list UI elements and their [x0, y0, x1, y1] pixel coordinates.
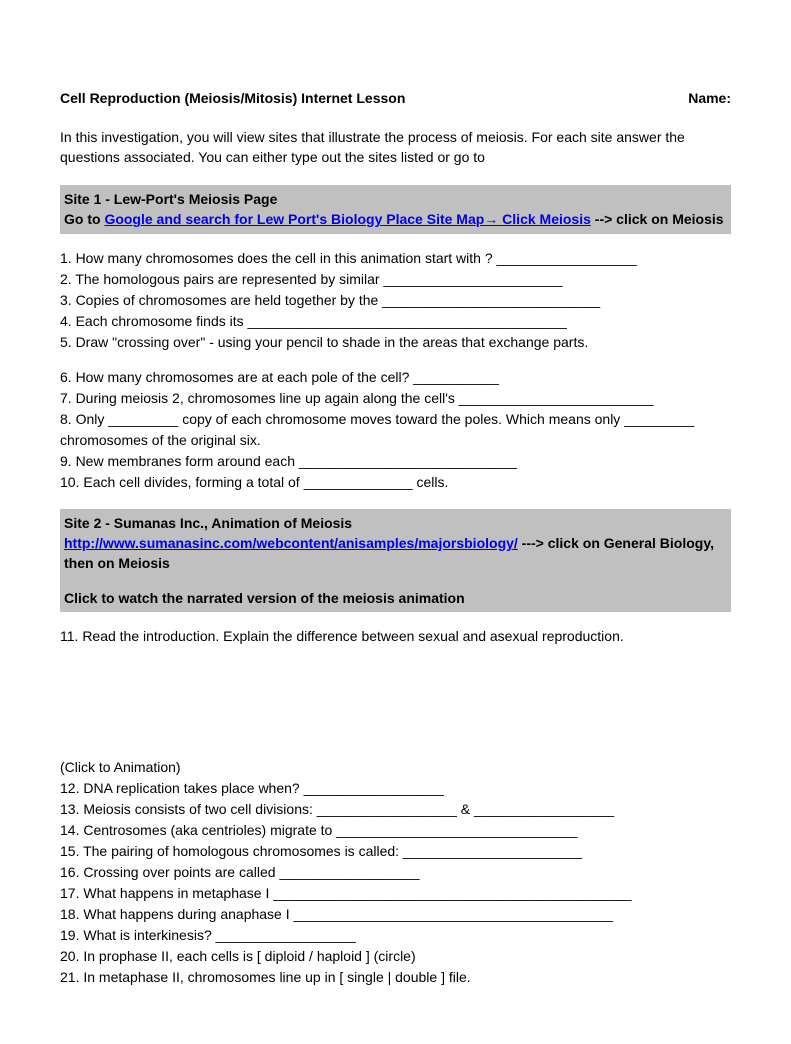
q3: 3. Copies of chromosomes are held togeth…	[60, 290, 731, 311]
site1-box: Site 1 - Lew-Port's Meiosis Page Go to G…	[60, 185, 731, 234]
site1-prefix: Go to	[64, 211, 104, 227]
site2-title: Site 2 - Sumanas Inc., Animation of Meio…	[64, 513, 727, 533]
q6: 6. How many chromosomes are at each pole…	[60, 367, 731, 388]
click-animation-label: (Click to Animation)	[60, 757, 731, 778]
worksheet-page: Cell Reproduction (Meiosis/Mitosis) Inte…	[0, 0, 791, 1044]
q16: 16. Crossing over points are called ____…	[60, 862, 731, 883]
question-group-2: 11. Read the introduction. Explain the d…	[60, 626, 731, 988]
q15: 15. The pairing of homologous chromosome…	[60, 841, 731, 862]
q13: 13. Meiosis consists of two cell divisio…	[60, 799, 731, 820]
question-group-1: 1. How many chromosomes does the cell in…	[60, 248, 731, 493]
q17: 17. What happens in metaphase I ________…	[60, 883, 731, 904]
q2: 2. The homologous pairs are represented …	[60, 269, 731, 290]
site2-link[interactable]: http://www.sumanasinc.com/webcontent/ani…	[64, 535, 518, 551]
site2-instruction: http://www.sumanasinc.com/webcontent/ani…	[64, 533, 727, 574]
site2-box: Site 2 - Sumanas Inc., Animation of Meio…	[60, 509, 731, 612]
intro-text: In this investigation, you will view sit…	[60, 128, 731, 167]
q12: 12. DNA replication takes place when? __…	[60, 778, 731, 799]
site1-suffix: --> click on Meiosis	[591, 211, 724, 227]
q14: 14. Centrosomes (aka centrioles) migrate…	[60, 820, 731, 841]
site2-watch-instruction: Click to watch the narrated version of t…	[64, 588, 727, 608]
header-row: Cell Reproduction (Meiosis/Mitosis) Inte…	[60, 90, 731, 106]
q5: 5. Draw "crossing over" - using your pen…	[60, 332, 731, 353]
site1-instruction: Go to Google and search for Lew Port's B…	[64, 209, 727, 229]
q1: 1. How many chromosomes does the cell in…	[60, 248, 731, 269]
q18: 18. What happens during anaphase I _____…	[60, 904, 731, 925]
q11: 11. Read the introduction. Explain the d…	[60, 626, 731, 647]
worksheet-title: Cell Reproduction (Meiosis/Mitosis) Inte…	[60, 90, 405, 106]
q21: 21. In metaphase II, chromosomes line up…	[60, 967, 731, 988]
site1-title: Site 1 - Lew-Port's Meiosis Page	[64, 189, 727, 209]
q20: 20. In prophase II, each cells is [ dipl…	[60, 946, 731, 967]
name-label: Name:	[688, 90, 731, 106]
site1-link[interactable]: Google and search for Lew Port's Biology…	[104, 211, 590, 227]
q9: 9. New membranes form around each ______…	[60, 451, 731, 472]
q10: 10. Each cell divides, forming a total o…	[60, 472, 731, 493]
q4: 4. Each chromosome finds its ___________…	[60, 311, 731, 332]
q19: 19. What is interkinesis? ______________…	[60, 925, 731, 946]
q8: 8. Only _________ copy of each chromosom…	[60, 409, 731, 451]
q7: 7. During meiosis 2, chromosomes line up…	[60, 388, 731, 409]
